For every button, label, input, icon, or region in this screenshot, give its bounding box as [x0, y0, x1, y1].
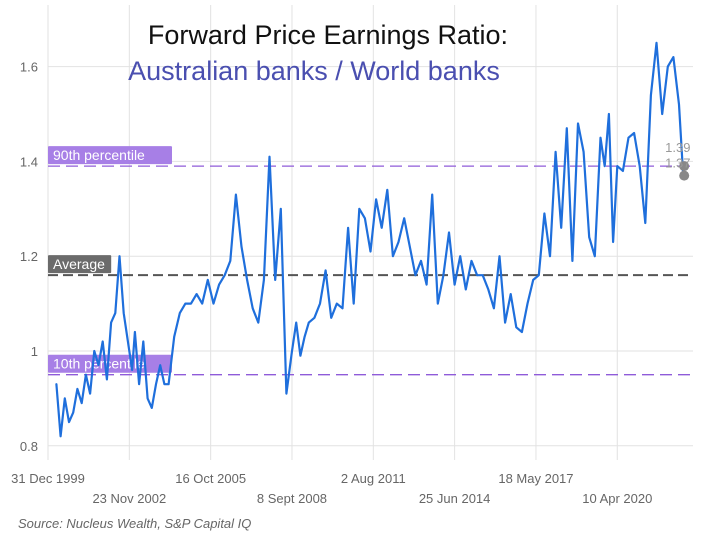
x-tick-label: 25 Jun 2014	[419, 491, 491, 506]
end-label: 1.39	[665, 140, 690, 155]
x-tick-label: 18 May 2017	[498, 471, 573, 486]
y-tick-label: 1.4	[20, 154, 38, 169]
x-tick-label: 8 Sept 2008	[257, 491, 327, 506]
series-layer	[55, 41, 685, 438]
end-labels: 1.391.37	[665, 140, 690, 181]
chart-title: Forward Price Earnings Ratio:	[148, 20, 508, 50]
gridlines	[47, 5, 693, 460]
y-tick-label: 1	[31, 344, 38, 359]
y-tick-label: 0.8	[20, 439, 38, 454]
y-tick-label: 1.6	[20, 60, 38, 75]
chart-subtitle: Australian banks / World banks	[128, 56, 500, 86]
reference-tag-average	[48, 255, 112, 274]
y-tick-label: 1.2	[20, 249, 38, 264]
x-tick-label: 10 Apr 2020	[582, 491, 652, 506]
end-label: 1.37	[665, 156, 690, 171]
reference-tag-90th-percentile	[48, 146, 172, 165]
end-marker	[679, 170, 690, 181]
reference-label-90th-percentile: 90th percentile	[53, 147, 145, 163]
end-marker	[679, 161, 690, 172]
x-tick-label: 23 Nov 2002	[92, 491, 166, 506]
reference-label-average: Average	[53, 256, 105, 272]
x-tick-label: 2 Aug 2011	[341, 471, 406, 486]
x-tick-label: 16 Oct 2005	[175, 471, 246, 486]
series-line	[55, 41, 685, 438]
axes: 0.8 1 1.2 1.4 1.6 31 Dec 1999 23 Nov 2002 16 Oc…	[11, 60, 652, 506]
source-note: Source: Nucleus Wealth, S&P Capital IQ	[18, 516, 252, 531]
x-tick-label: 31 Dec 1999	[11, 471, 85, 486]
